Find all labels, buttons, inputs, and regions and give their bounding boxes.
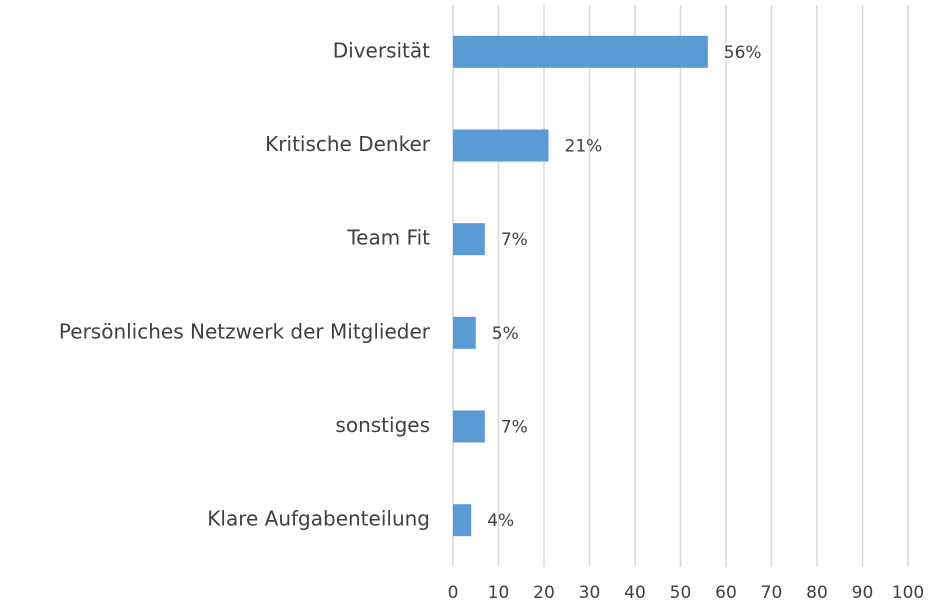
x-tick-label: 90 xyxy=(852,583,874,603)
bar xyxy=(453,223,485,256)
x-tick-label: 50 xyxy=(670,583,692,603)
value-label: 7% xyxy=(501,230,528,250)
y-tick-label: Klare Aufgabenteilung xyxy=(207,507,430,531)
x-tick-label: 20 xyxy=(533,583,555,603)
y-tick-label: Persönliches Netzwerk der Mitglieder xyxy=(59,319,431,343)
bar xyxy=(453,129,549,162)
x-tick-label: 100 xyxy=(892,583,924,603)
y-tick-label: sonstiges xyxy=(335,413,430,437)
bar xyxy=(453,316,476,349)
x-tick-label: 80 xyxy=(806,583,828,603)
x-tick-label: 10 xyxy=(488,583,510,603)
value-label: 56% xyxy=(724,43,762,63)
bar xyxy=(453,504,472,537)
value-label: 4% xyxy=(487,511,514,531)
y-tick-label: Team Fit xyxy=(346,226,430,250)
y-tick-label: Kritische Denker xyxy=(265,132,431,156)
x-tick-label: 30 xyxy=(579,583,601,603)
x-tick-label: 70 xyxy=(761,583,783,603)
value-label: 5% xyxy=(492,324,519,344)
bar xyxy=(453,410,485,443)
y-tick-label: Diversität xyxy=(333,38,430,62)
value-label: 21% xyxy=(565,137,603,157)
x-tick-label: 0 xyxy=(448,583,459,603)
bar xyxy=(453,35,708,68)
value-label: 7% xyxy=(501,418,528,438)
x-tick-label: 40 xyxy=(624,583,646,603)
x-tick-label: 60 xyxy=(715,583,737,603)
